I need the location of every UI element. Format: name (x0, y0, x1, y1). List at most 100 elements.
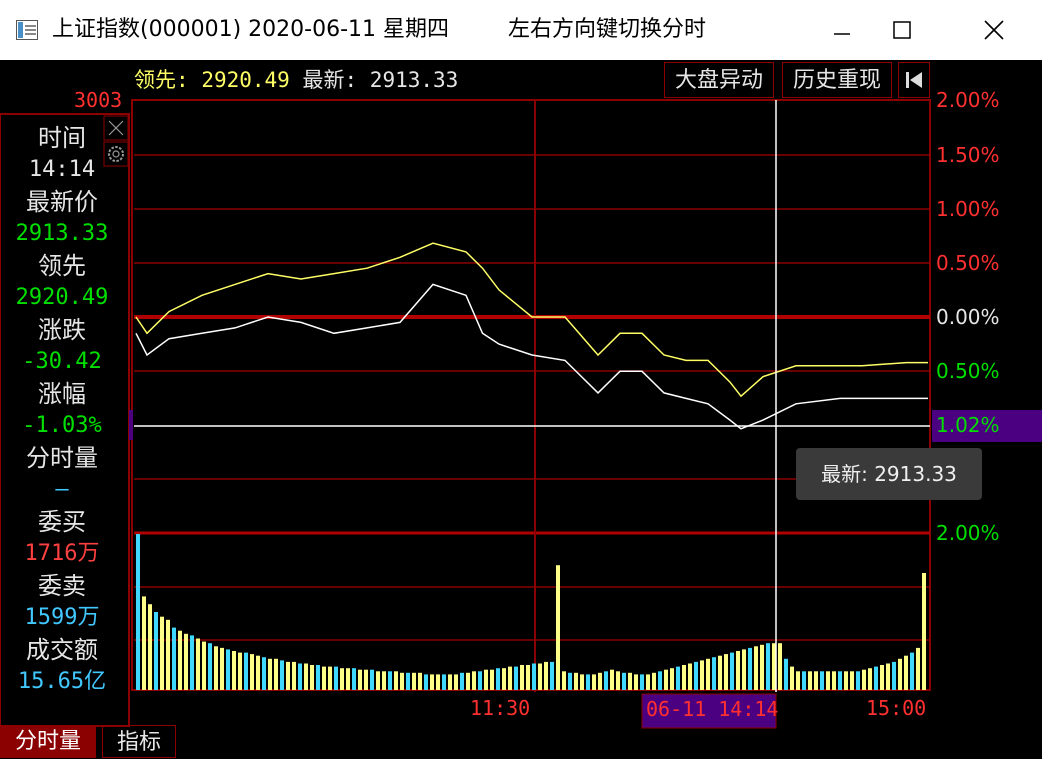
close-button[interactable] (954, 0, 1034, 60)
volume-bar-107 (778, 643, 782, 690)
volume-bar-115 (826, 671, 830, 690)
volume-bar-30 (316, 665, 320, 690)
volume-bar-103 (754, 646, 758, 690)
volume-bar-59 (490, 669, 494, 690)
volume-bar-17 (238, 652, 242, 690)
volume-bar-10 (196, 638, 200, 690)
volume-bar-123 (874, 666, 878, 690)
volume-bar-3 (154, 612, 158, 690)
volume-bar-38 (364, 669, 368, 690)
volume-bar-108 (784, 658, 788, 690)
volume-bar-111 (802, 671, 806, 690)
volume-bar-77 (598, 672, 602, 690)
volume-bar-130 (916, 647, 920, 690)
x-tick-1500: 15:00 (866, 696, 927, 720)
volume-bar-12 (208, 643, 212, 690)
volume-bar-27 (298, 663, 302, 690)
volume-bar-52 (448, 674, 452, 690)
volume-bar-96 (712, 657, 716, 690)
volume-bar-113 (814, 671, 818, 690)
volume-bar-32 (328, 666, 332, 690)
volume-bar-92 (688, 663, 692, 690)
volume-bar-124 (880, 665, 884, 690)
sidebar-value-3: -30.42 (22, 349, 102, 374)
volume-bar-122 (868, 668, 872, 690)
volume-bar-104 (760, 644, 764, 690)
volume-bar-125 (886, 663, 890, 690)
volume-bar-48 (424, 674, 428, 690)
series-line-0 (135, 242, 928, 398)
volume-bar-84 (640, 674, 644, 690)
volume-bar-97 (718, 655, 722, 690)
volume-bar-73 (574, 672, 578, 690)
volume-bar-58 (484, 669, 488, 690)
volume-bar-110 (796, 671, 800, 690)
tab-indicator[interactable]: 指标 (102, 725, 176, 758)
settings-gear-icon[interactable] (103, 141, 129, 167)
volume-bar-39 (370, 669, 374, 690)
history-replay-button[interactable]: 历史重现 (782, 62, 892, 98)
volume-bar-65 (526, 665, 530, 690)
volume-bar-35 (346, 668, 350, 690)
market-movement-button[interactable]: 大盘异动 (664, 62, 774, 98)
volume-bar-121 (862, 669, 866, 690)
volume-bar-61 (502, 668, 506, 690)
volume-bar-54 (460, 672, 464, 690)
volume-bar-25 (286, 661, 290, 690)
intraday-chart[interactable] (0, 60, 1042, 758)
volume-bar-82 (628, 672, 632, 690)
cursor-time-highlight (641, 693, 777, 729)
plot-frame (131, 99, 931, 691)
volume-bar-2 (148, 604, 152, 690)
volume-bar-7 (178, 630, 182, 690)
volume-bar-89 (670, 668, 674, 690)
volume-bar-68 (544, 661, 548, 690)
volume-bar-6 (172, 627, 176, 690)
right-axis-label-4: 0.00% (936, 305, 1000, 329)
sidebar-value-0: 14:14 (28, 157, 96, 182)
tab-volume[interactable]: 分时量 (0, 725, 96, 758)
volume-bar-106 (772, 643, 776, 690)
cursor-left-marker (129, 410, 133, 440)
sidebar-label-0: 时间 (38, 124, 86, 152)
price-tooltip: 最新: 2913.33 (796, 448, 982, 500)
maximize-button[interactable] (862, 0, 942, 60)
sidebar-value-6: 1716万 (24, 541, 100, 566)
volume-bar-42 (388, 671, 392, 690)
volume-bar-23 (274, 658, 278, 690)
volume-bar-34 (340, 668, 344, 690)
volume-bar-5 (166, 619, 170, 690)
volume-bar-87 (658, 671, 662, 690)
volume-bar-100 (736, 651, 740, 690)
volume-bar-91 (682, 665, 686, 690)
volume-bar-60 (496, 668, 500, 690)
price-lines (135, 242, 928, 430)
volume-bar-51 (442, 674, 446, 690)
latest-value: 2913.33 (369, 68, 459, 92)
volume-bar-53 (454, 674, 458, 690)
volume-bar-55 (466, 672, 470, 690)
volume-bars (136, 534, 926, 690)
latest-label: 最新: (302, 68, 358, 92)
close-panel-icon[interactable] (103, 115, 129, 141)
volume-bar-11 (202, 641, 206, 690)
volume-bar-13 (214, 646, 218, 690)
volume-bar-126 (892, 661, 896, 690)
volume-bar-0 (136, 534, 140, 690)
volume-bar-16 (232, 651, 236, 690)
volume-bar-70 (556, 565, 560, 690)
sidebar-label-4: 涨幅 (38, 380, 86, 408)
volume-bar-41 (382, 671, 386, 690)
volume-bar-90 (676, 666, 680, 690)
volume-bar-80 (616, 671, 620, 690)
sidebar-label-7: 委卖 (38, 572, 86, 600)
volume-bar-62 (508, 666, 512, 690)
volume-bar-29 (310, 665, 314, 690)
volume-bar-117 (838, 671, 842, 690)
sidebar-label-8: 成交额 (26, 636, 98, 664)
window-title: 上证指数(000001) 2020-06-11 星期四 (52, 17, 449, 42)
volume-bar-56 (472, 671, 476, 690)
minimize-button[interactable] (802, 0, 882, 60)
skip-back-button[interactable] (898, 62, 930, 98)
volume-bar-128 (904, 655, 908, 690)
